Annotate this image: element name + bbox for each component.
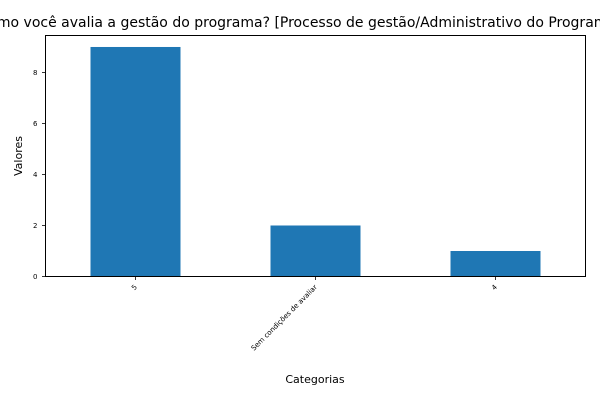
bars-layer: [90, 46, 541, 277]
y-ticks: 0 2 4 6 8: [33, 69, 46, 281]
y-tick-label: 4: [33, 171, 38, 179]
bar-2: [450, 250, 541, 277]
x-axis-label: Categorias: [285, 373, 345, 386]
bar-1: [270, 225, 361, 277]
x-ticks: 5 Sem condições de avaliar 4: [130, 276, 499, 352]
y-tick-label: 2: [33, 222, 37, 230]
x-tick-label: 4: [490, 283, 499, 292]
x-tick-label: Sem condições de avaliar: [250, 283, 319, 352]
x-tick-label: 5: [130, 283, 139, 292]
y-axis-label: Valores: [12, 136, 25, 176]
y-tick-label: 0: [33, 273, 37, 281]
plot-frame: [45, 35, 586, 277]
chart-title: Como você avalia a gestão do programa? […: [0, 15, 600, 31]
y-tick-label: 6: [33, 120, 38, 128]
y-tick-label: 8: [33, 69, 37, 77]
bar-0: [90, 46, 181, 277]
